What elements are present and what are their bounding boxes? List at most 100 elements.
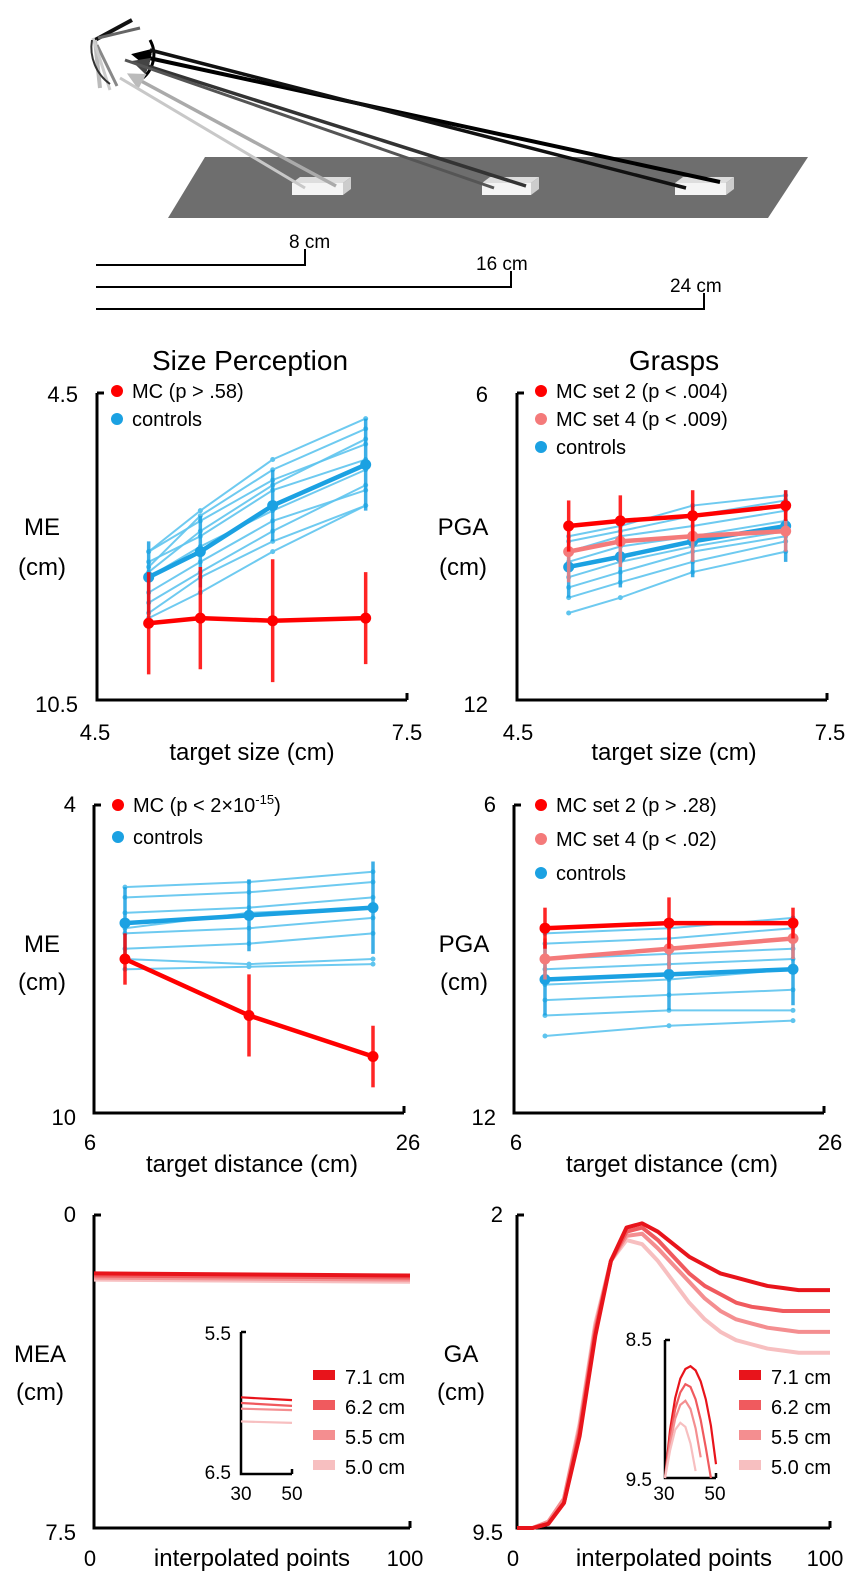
legend-swatch [313,1400,335,1410]
x-tick-label: 0 [507,1546,519,1571]
data-point [243,1009,255,1021]
legend-marker [111,385,123,397]
series-mc-set-2 [539,897,799,949]
axis-lines [92,1215,410,1530]
y-axis-label: PGA [438,514,489,541]
legend-label: MC set 4 (p < .009) [556,409,728,431]
inset-series-line [663,1399,702,1479]
series-line-71 [517,1221,830,1530]
y-tick-label: 6 [484,792,496,817]
data-point [194,546,206,558]
chart-panel-1: Size Perception target size (cm) ME (cm) 4.5… [18,345,422,766]
data-point [787,917,799,929]
y-tick-label: 12 [472,1105,496,1130]
x-tick-label: 4.5 [503,720,534,745]
x-tick-label: 6 [84,1130,96,1155]
inset-series-line [240,1396,293,1402]
x-tick-label: 100 [807,1546,844,1571]
control-participant-line [568,509,786,553]
gaze-arrow [131,48,721,184]
legend-swatch [313,1370,335,1380]
y-axis-label: PGA [439,931,490,958]
legend-label: 5.0 cm [345,1457,405,1479]
inset-y-tick-label: 9.5 [626,1470,652,1491]
chart-title: Size Perception [152,345,348,376]
y-axis-label: GA [444,1341,479,1368]
inset-x-tick-label: 30 [653,1484,674,1505]
distance-scale: 8 cm 16 cm 24 cm [96,232,722,310]
control-participant-line [568,499,786,543]
axis-lines [92,805,404,1115]
legend-label: MC set 2 (p > .28) [556,795,717,817]
data-point [539,953,551,965]
y-tick-label: 2 [491,1202,503,1227]
gaze-arrow [126,73,337,188]
data-point [687,510,699,522]
x-axis-label: target size (cm) [591,739,756,766]
data-point [360,459,372,471]
data-point [360,612,372,624]
x-axis-label: interpolated points [154,1545,350,1572]
legend-label: MC (p < 2×10-15) [133,792,281,817]
y-axis-unit: (cm) [18,554,66,581]
x-axis-label: target size (cm) [169,739,334,766]
control-participant-point [197,508,203,514]
inset-chart: 8.5 9.530 50 [626,1330,726,1505]
distance-label-8: 8 cm [289,232,330,253]
axis-lines [512,805,824,1115]
inset-x-tick-label: 50 [281,1484,302,1505]
control-participant-line [148,489,366,594]
x-tick-label: 26 [818,1130,842,1155]
inset-chart: 5.5 6.530 50 [205,1324,303,1505]
setup-diagram: 8 cm 16 cm 24 cm [90,18,808,310]
legend-label: controls [556,437,626,459]
axis-lines [515,393,827,702]
series-line-62 [93,1273,411,1280]
series-line-50 [93,1277,411,1284]
series-line [147,462,367,580]
data-point [787,963,799,975]
y-tick-label: 10 [52,1105,76,1130]
chart-title: Grasps [629,345,719,376]
legend-swatch [739,1460,761,1470]
data-point [119,953,131,965]
data-point [614,515,626,527]
legend-swatch [313,1460,335,1470]
y-axis-label: MEA [14,1341,66,1368]
target-block-8cm [292,177,351,195]
x-tick-label: 7.5 [815,720,846,745]
data-point [243,909,255,921]
inset-series-line [663,1421,697,1479]
series-mc [143,559,372,683]
y-axis-unit: (cm) [439,554,487,581]
control-participant-line [148,504,367,614]
x-tick-label: 4.5 [80,720,111,745]
series-line [568,528,786,554]
gaze-arrow [124,58,495,190]
data-point [119,917,131,929]
control-participant-line [568,535,786,589]
legend-label: 5.5 cm [345,1427,405,1449]
control-participant-line [148,438,367,573]
y-tick-label: 10.5 [35,692,78,717]
control-participant-point [617,595,623,601]
inset-x-tick-label: 50 [704,1484,725,1505]
data-point [663,968,675,980]
inset-y-tick-label: 6.5 [205,1463,231,1484]
control-participant-point [666,1023,672,1029]
series-mc [119,933,379,1088]
data-point [563,520,575,532]
series-line-71 [93,1271,411,1278]
legend-marker [535,413,547,425]
distance-label-16: 16 cm [476,254,528,275]
axis-lines [95,393,407,702]
inset-y-tick-label: 5.5 [205,1324,231,1345]
control-participant-line [544,1019,794,1037]
y-tick-label: 6 [476,382,488,407]
legend-label: controls [132,409,202,431]
legend-marker [535,385,547,397]
legend-swatch [313,1430,335,1440]
legend-label: 5.0 cm [771,1457,831,1479]
inset-y-tick-label: 8.5 [626,1330,652,1351]
